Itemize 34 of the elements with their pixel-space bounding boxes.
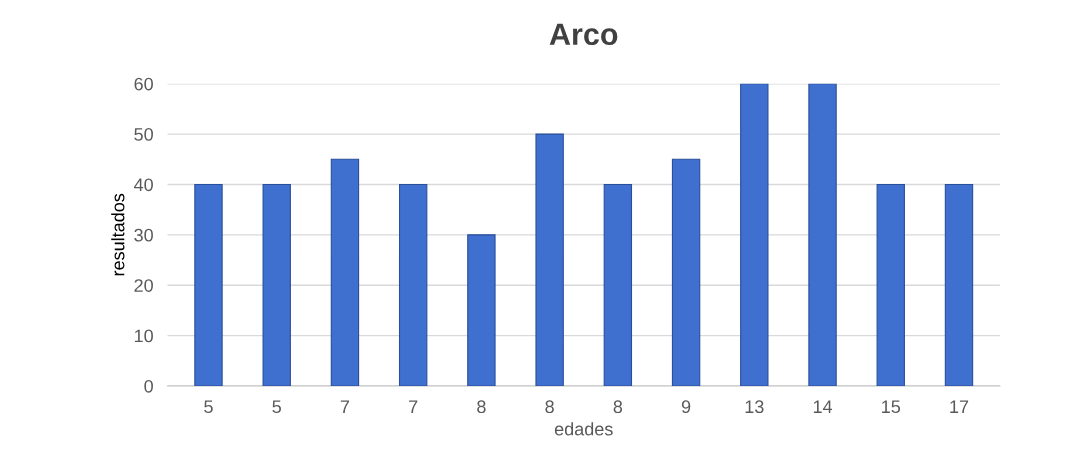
- x-axis-title: edades: [554, 422, 613, 436]
- y-tick-label: 60: [134, 77, 153, 91]
- x-tick-label: 15: [882, 400, 901, 414]
- y-tick-label: 30: [134, 228, 153, 242]
- bar: [194, 183, 223, 386]
- y-tick-label: 50: [134, 128, 153, 141]
- bar: [535, 133, 564, 386]
- bar: [262, 183, 291, 386]
- y-tick-label: 40: [134, 178, 153, 192]
- bar: [467, 234, 496, 386]
- y-axis-title: resultados: [111, 193, 125, 276]
- bar: [330, 158, 360, 386]
- x-tick-label: 13: [745, 400, 764, 414]
- bar: [944, 183, 974, 386]
- x-tick-label: 7: [340, 400, 350, 413]
- bar: [671, 158, 701, 386]
- bar: [603, 183, 633, 386]
- x-tick-label: 8: [545, 400, 554, 414]
- bar: [876, 183, 905, 386]
- x-tick-label: 7: [409, 400, 418, 413]
- bar: [740, 83, 769, 386]
- bar: [398, 183, 428, 386]
- x-tick-label: 17: [950, 400, 969, 413]
- chart-title: Arco: [549, 23, 618, 46]
- x-tick-label: 8: [613, 400, 623, 414]
- y-tick-label: 10: [134, 329, 153, 343]
- x-tick-label: 9: [681, 400, 691, 414]
- x-tick-label: 14: [813, 400, 833, 413]
- x-tick-label: 8: [477, 400, 486, 414]
- y-tick-label: 20: [134, 279, 153, 292]
- y-tick-label: 0: [144, 379, 153, 393]
- x-tick-label: 5: [272, 400, 281, 414]
- x-tick-label: 5: [204, 400, 213, 414]
- bar: [808, 83, 837, 386]
